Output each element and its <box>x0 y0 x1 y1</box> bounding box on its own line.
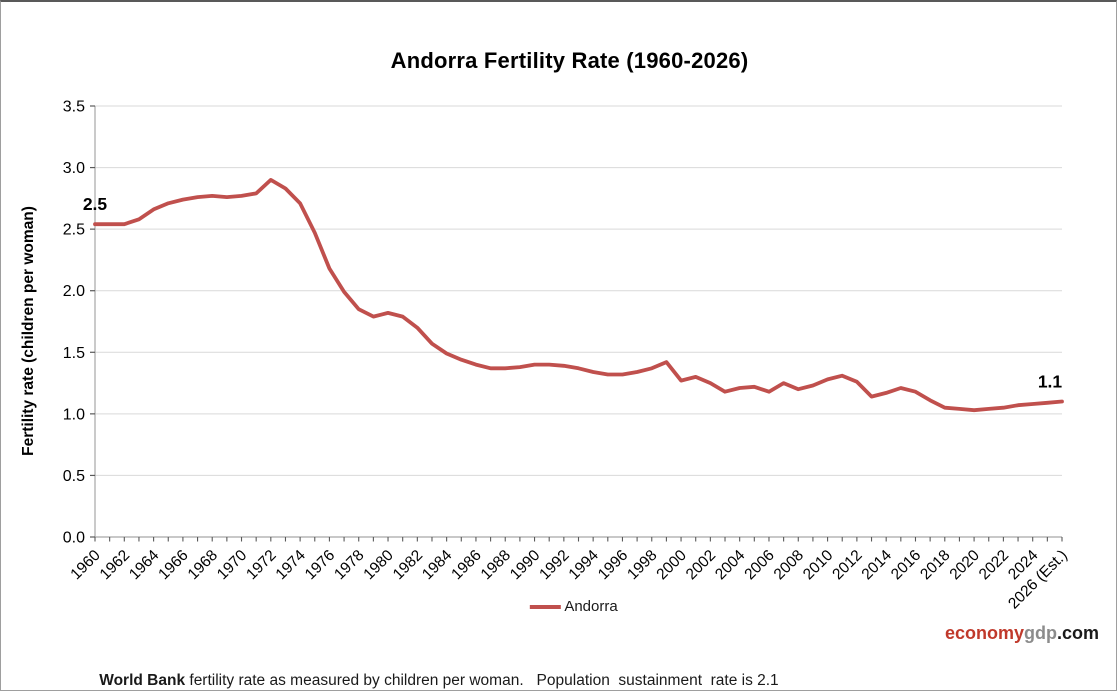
x-tick-label: 1980 <box>360 547 397 584</box>
x-tick-label: 1996 <box>595 547 631 583</box>
x-tick-label: 2000 <box>653 547 690 584</box>
point-label: 2.5 <box>83 194 108 214</box>
x-tick-label: 1964 <box>126 547 163 584</box>
logo-com-text: .com <box>1056 623 1099 643</box>
site-logo: economygdp.com <box>945 623 1099 644</box>
x-tick-label: 2014 <box>859 547 896 584</box>
y-tick-label: 3.5 <box>63 99 85 116</box>
x-tick-label: 1962 <box>97 547 133 583</box>
y-tick-label: 1.5 <box>63 345 85 362</box>
x-tick-label: 1998 <box>624 547 660 583</box>
x-tick-label: 1992 <box>536 547 572 583</box>
y-tick-label: 0.5 <box>63 468 85 485</box>
legend: Andorra <box>529 598 618 615</box>
y-tick-label: 2.5 <box>63 222 85 239</box>
y-tick-label: 2.0 <box>63 283 85 300</box>
logo-economy-text: economy <box>944 623 1024 643</box>
x-tick-label: 2016 <box>888 547 924 583</box>
data-point-labels: 2.5 1.1 <box>83 194 1063 391</box>
x-tick-label: 2020 <box>947 547 984 584</box>
x-tick-label: 1974 <box>273 547 310 584</box>
legend-series-label: Andorra <box>564 598 618 615</box>
x-tick-label: 1988 <box>478 547 514 583</box>
x-tick-label: 1986 <box>448 547 484 583</box>
legend-line-swatch <box>529 604 561 609</box>
x-tick-label: 1990 <box>507 547 544 584</box>
x-tick-label: 1976 <box>302 547 338 583</box>
footnote: World Bank fertility rate as measured by… <box>82 654 1096 690</box>
y-axis-ticks-labels: 0.0 0.5 1.0 1.5 2.0 2.5 3.0 3.5 <box>63 99 95 547</box>
x-tick-label: 1966 <box>155 547 191 583</box>
x-tick-label: 1960 <box>67 547 104 584</box>
x-tick-label: 2018 <box>917 547 953 583</box>
x-tick-label: 1984 <box>419 547 456 584</box>
x-tick-label: 1972 <box>243 547 279 583</box>
x-tick-label: 1968 <box>185 547 221 583</box>
x-tick-label: 2012 <box>829 547 865 583</box>
x-tick-label: 2010 <box>800 547 837 584</box>
footnote-text: fertility rate as measured by children p… <box>185 672 779 689</box>
x-tick-label: 2006 <box>741 547 777 583</box>
logo-gdp-text: gdp <box>1023 623 1057 643</box>
x-tick-label: 2022 <box>976 547 1012 583</box>
x-tick-label: 1982 <box>390 547 426 583</box>
axes <box>94 106 1062 538</box>
y-tick-label: 3.0 <box>63 160 85 177</box>
x-tick-label: 2004 <box>712 547 749 584</box>
chart-title: Andorra Fertility Rate (1960-2026) <box>390 48 749 73</box>
x-tick-label: 2008 <box>771 547 807 583</box>
y-tick-label: 1.0 <box>63 406 85 423</box>
point-label: 1.1 <box>1038 372 1063 392</box>
gridlines <box>95 105 1062 476</box>
x-tick-label: 2002 <box>683 547 719 583</box>
x-tick-label: 1970 <box>214 547 251 584</box>
y-tick-label: 0.0 <box>63 530 85 547</box>
series-line-andorra <box>93 177 1064 413</box>
footnote-source: World Bank <box>99 672 186 689</box>
x-tick-label: 1978 <box>331 547 367 583</box>
x-tick-label: 1994 <box>566 547 603 584</box>
